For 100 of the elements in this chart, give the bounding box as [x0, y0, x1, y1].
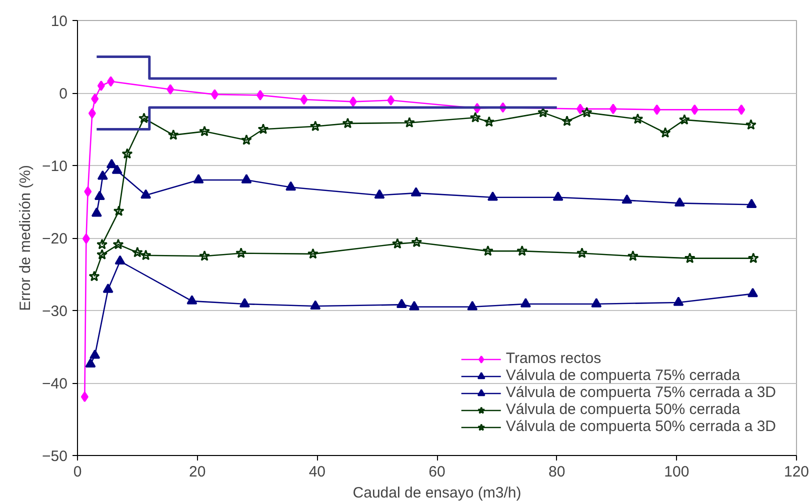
point — [470, 112, 481, 122]
y-tick-label: −40 — [42, 376, 68, 392]
point — [113, 205, 124, 216]
point — [199, 250, 210, 261]
point — [408, 300, 420, 310]
y-tick-label: −10 — [42, 158, 68, 175]
point — [748, 288, 758, 298]
point — [745, 119, 756, 130]
point — [673, 296, 684, 306]
x-axis-title: Caudal de ensayo (m3/h) — [352, 484, 522, 502]
x-tick-label: 120 — [784, 464, 810, 480]
legend-label: Tramos rectos — [506, 350, 602, 367]
point — [140, 189, 152, 199]
point — [674, 197, 685, 207]
point — [410, 187, 422, 196]
y-axis-title: Error de medición (%) — [17, 165, 34, 311]
x-tick-label: 20 — [188, 464, 206, 480]
point — [106, 158, 117, 168]
point — [300, 94, 308, 105]
point — [653, 104, 661, 115]
y-tick-label: −30 — [42, 303, 68, 320]
point — [166, 84, 174, 95]
point — [122, 148, 133, 159]
point — [94, 190, 105, 200]
point — [91, 94, 99, 104]
point — [91, 207, 102, 217]
point — [258, 124, 269, 134]
y-tick-label: −50 — [42, 448, 68, 465]
point — [581, 106, 592, 118]
point — [97, 80, 105, 91]
point — [107, 76, 115, 87]
legend-label: Válvula de compuerta 50% cerrada a 3D — [506, 418, 776, 435]
point — [239, 298, 250, 308]
point — [349, 96, 357, 107]
point — [576, 104, 584, 114]
x-tick-label: 0 — [73, 464, 82, 480]
point — [374, 189, 385, 199]
point — [562, 116, 573, 126]
point — [576, 247, 588, 258]
point — [310, 300, 321, 310]
legend-label: Válvula de compuerta 75% cerrada — [506, 367, 740, 384]
point — [90, 350, 100, 359]
point — [632, 113, 644, 124]
legend-label: Válvula de compuerta 50% cerrada — [506, 401, 740, 418]
x-tick-label: 60 — [428, 464, 446, 480]
point — [84, 186, 92, 197]
point — [102, 284, 114, 293]
point — [88, 270, 100, 282]
point — [690, 104, 698, 115]
point — [684, 252, 696, 264]
point — [88, 108, 96, 119]
point — [746, 198, 757, 208]
point — [484, 116, 495, 127]
point — [140, 250, 152, 260]
point — [210, 89, 218, 100]
point — [516, 245, 528, 256]
point — [286, 181, 296, 191]
point — [82, 233, 90, 244]
point — [96, 248, 108, 260]
x-tick-label: 40 — [308, 464, 326, 480]
point — [193, 174, 204, 184]
point — [552, 191, 564, 201]
point — [114, 255, 126, 265]
y-tick-label: 0 — [59, 86, 68, 102]
point — [392, 238, 403, 249]
point — [482, 245, 494, 256]
point — [404, 116, 415, 128]
point — [112, 164, 122, 174]
point — [660, 127, 671, 138]
point — [627, 250, 638, 261]
point — [520, 298, 531, 308]
point — [738, 104, 746, 115]
point — [97, 170, 108, 180]
x-tick-label: 100 — [664, 464, 690, 480]
point — [307, 248, 318, 259]
point — [387, 95, 395, 106]
point — [186, 295, 198, 304]
point — [748, 252, 759, 264]
point — [236, 247, 247, 258]
point — [609, 104, 617, 114]
x-tick-label: 80 — [548, 464, 566, 480]
y-tick-label: −20 — [42, 230, 68, 248]
point — [622, 194, 632, 204]
point — [411, 236, 422, 248]
point — [112, 238, 124, 250]
point — [96, 238, 108, 250]
point — [168, 129, 179, 140]
point — [240, 134, 252, 145]
y-tick-label: 10 — [50, 13, 68, 30]
point — [678, 114, 690, 125]
point — [138, 112, 150, 124]
point — [256, 90, 264, 100]
point — [85, 358, 96, 368]
point — [241, 174, 252, 184]
point — [310, 120, 321, 132]
point — [396, 298, 407, 308]
point — [342, 118, 354, 128]
legend-label: Válvula de compuerta 75% cerrada a 3D — [506, 384, 776, 401]
point — [132, 246, 143, 258]
point — [199, 126, 210, 136]
